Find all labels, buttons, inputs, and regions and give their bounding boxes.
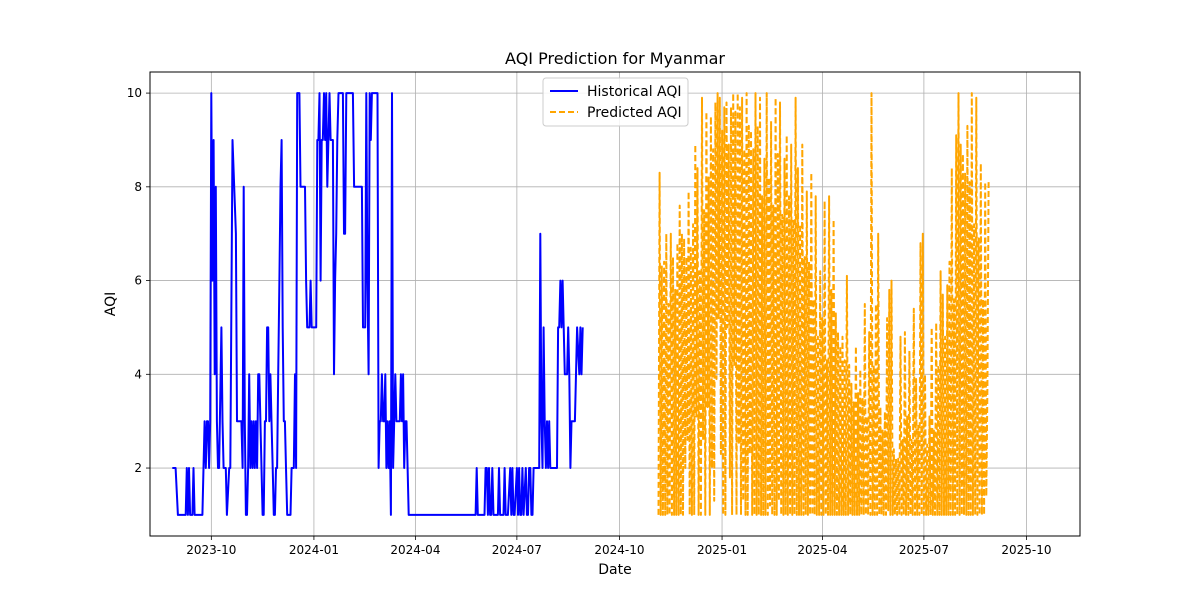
- y-tick-label: 6: [134, 274, 142, 288]
- chart-title: AQI Prediction for Myanmar: [505, 49, 725, 68]
- plot-frame: [149, 71, 1081, 537]
- x-tick-label: 2024-01: [289, 543, 339, 557]
- y-tick-label: 10: [127, 86, 142, 100]
- legend-label-historical: Historical AQI: [587, 84, 682, 100]
- legend: Historical AQI Predicted AQI: [542, 77, 689, 127]
- x-tick-label: 2025-04: [797, 543, 847, 557]
- series-line-predicted: [657, 92, 990, 516]
- x-tick-label: 2024-07: [492, 543, 542, 557]
- x-tick-label: 2025-07: [899, 543, 949, 557]
- legend-label-predicted: Predicted AQI: [587, 105, 682, 121]
- y-tick-label: 8: [134, 180, 142, 194]
- series-line-historical: [172, 92, 584, 516]
- legend-box: [542, 77, 689, 127]
- y-tick-label: 4: [134, 367, 142, 381]
- x-axis-ticks: 2023-10 2024-01 2024-04 2024-07 2024-10 2025-…: [186, 536, 1052, 557]
- series-layer: [172, 92, 990, 516]
- x-tick-label: 2023-10: [186, 543, 236, 557]
- y-axis-ticks: 2 4 6 8 10: [127, 86, 150, 475]
- plot-area: [172, 92, 990, 516]
- y-tick-label: 2: [134, 461, 142, 475]
- x-tick-label: 2024-04: [390, 543, 440, 557]
- x-tick-label: 2025-01: [697, 543, 747, 557]
- y-axis-label: AQI: [103, 292, 119, 316]
- x-axis-label: Date: [598, 562, 631, 578]
- x-tick-label: 2025-10: [1001, 543, 1051, 557]
- x-tick-label: 2024-10: [594, 543, 644, 557]
